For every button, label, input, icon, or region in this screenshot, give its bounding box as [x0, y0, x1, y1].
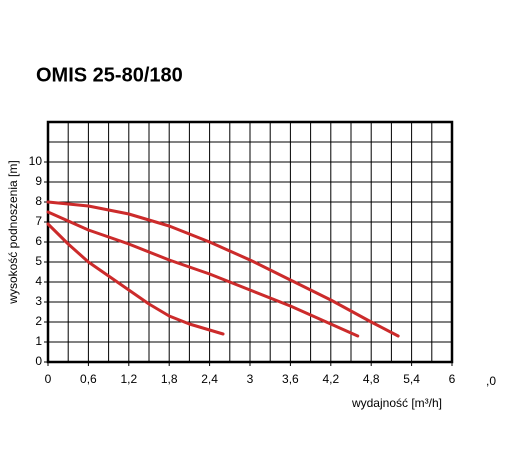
x-tick-label: 5,4: [403, 372, 420, 386]
y-tick-label: 1: [35, 334, 42, 348]
x-tick-label: 3: [247, 372, 254, 386]
x-tick-label: 6: [449, 372, 456, 386]
x-tick-label: 1,8: [161, 372, 178, 386]
x-tick-label: 2,4: [201, 372, 218, 386]
x-tick-label: 0: [45, 372, 52, 386]
x-axis-label: wydajność [m³/h]: [351, 396, 442, 410]
x-tick-label: 1,2: [120, 372, 137, 386]
curve: [46, 222, 225, 336]
y-axis-label: wysokość podnoszenia [m]: [6, 160, 20, 304]
x-tick-label: 3,6: [282, 372, 299, 386]
curve: [46, 200, 400, 338]
y-tick-label: 6: [35, 234, 42, 248]
chart-title: OMIS 25-80/180: [36, 64, 183, 86]
x-tick-label: 4,8: [363, 372, 380, 386]
curve: [46, 210, 360, 338]
annotation: ,0: [486, 374, 496, 388]
y-tick-label: 4: [35, 274, 42, 288]
y-tick-label: 7: [35, 214, 42, 228]
y-tick-label: 2: [35, 314, 42, 328]
y-tick-label: 10: [29, 154, 43, 168]
y-tick-label: 0: [35, 354, 42, 368]
y-tick-label: 8: [35, 194, 42, 208]
y-tick-label: 9: [35, 174, 42, 188]
y-tick-label: 5: [35, 254, 42, 268]
x-tick-label: 0,6: [80, 372, 97, 386]
x-tick-label: 4,2: [322, 372, 339, 386]
y-tick-label: 3: [35, 294, 42, 308]
